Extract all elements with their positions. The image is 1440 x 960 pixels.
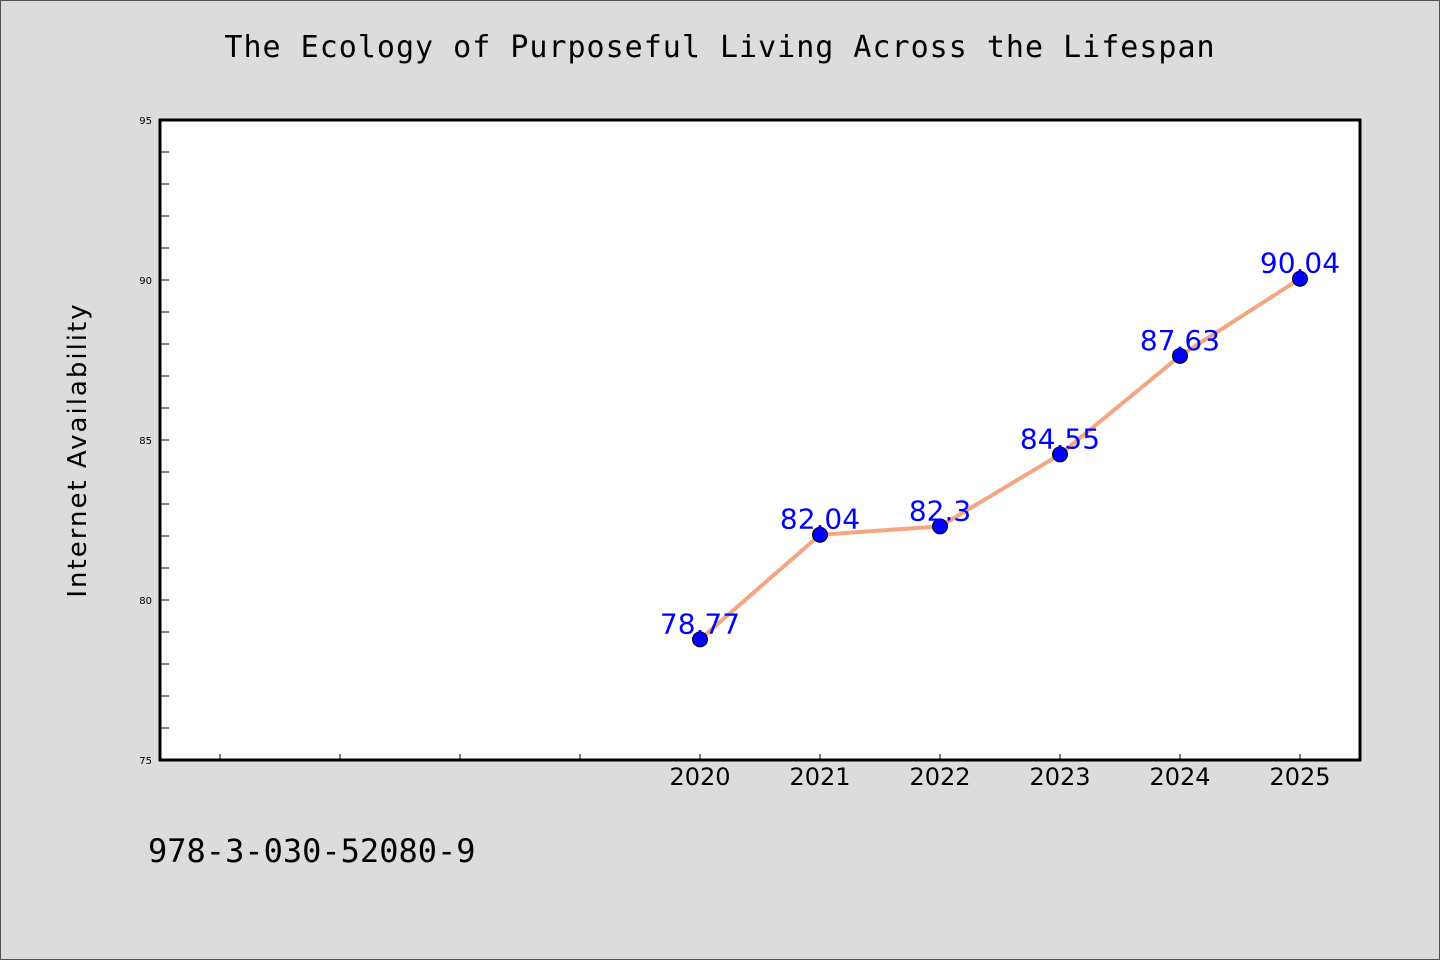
y-tick-label: 95 [139,116,152,127]
y-tick-label: 80 [139,596,152,607]
data-label: 78.77 [660,607,740,640]
x-tick-label: 2023 [1029,763,1090,791]
data-label: 82.3 [909,494,971,527]
y-tick-label: 75 [139,756,152,767]
y-tick-label: 85 [139,436,152,447]
data-point [1292,270,1308,287]
data-label: 87.63 [1140,324,1220,357]
x-tick-label: 2020 [669,763,730,791]
y-tick-label: 90 [139,276,152,287]
data-label: 90.04 [1260,247,1340,280]
data-point [692,631,708,648]
plot-frame [158,118,1362,762]
plot-area [160,120,1360,760]
data-point [812,526,828,543]
x-tick-label: 2022 [909,763,970,791]
y-axis-label: Internet Availability [63,302,93,597]
data-point [1052,446,1068,463]
data-label: 82.04 [780,503,860,536]
data-label: 84.55 [1020,422,1100,455]
data-point [1172,347,1188,364]
series-line [698,277,1302,641]
x-tick-label: 2024 [1149,763,1210,791]
x-tick-label: 2021 [789,763,850,791]
x-tick-label: 2025 [1269,763,1330,791]
isbn-text: 978-3-030-52080-9 [148,832,476,870]
data-point [932,518,948,535]
chart-title: The Ecology of Purposeful Living Across … [224,30,1216,65]
